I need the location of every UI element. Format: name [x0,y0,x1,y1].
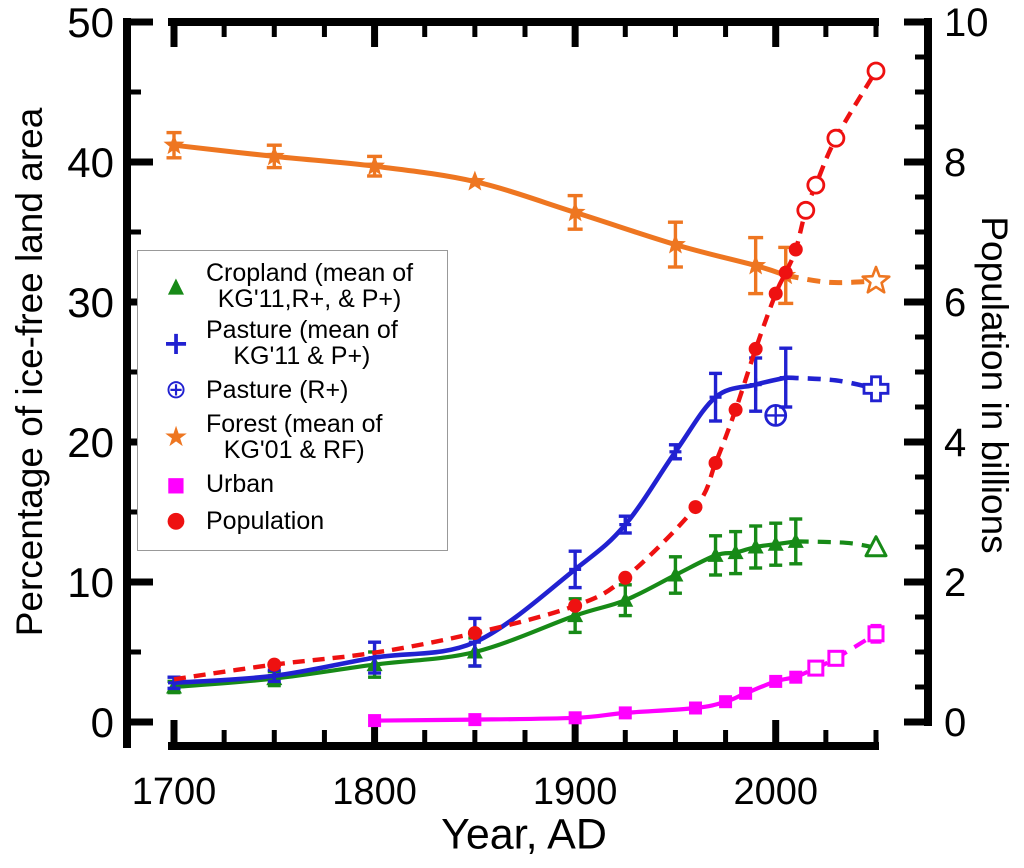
population-marker-icon [796,200,816,220]
left-tick-label: 30 [67,279,114,326]
forest-marker-icon [464,170,486,191]
series-population [173,61,886,682]
urban-marker-icon [807,659,825,677]
forest-marker-icon [745,254,767,275]
legend-item-forest: ★ Forest (mean of KG'01 & RF) [150,408,447,465]
cropland-triangle-icon: ▲ [167,273,185,297]
population-marker-icon [806,175,826,195]
pasture-projection-line [785,375,877,392]
forest-marker-icon [861,265,891,294]
legend-item-pasture: + Pasture (mean of KG'11 & P+) [150,314,447,371]
pasture-marker-icon [862,375,890,403]
population-marker-icon [568,598,583,613]
cropland-marker-icon [667,566,684,582]
population-marker-icon [467,626,482,641]
urban-marker-icon [867,625,885,643]
tick-labels: 0 10 20 30 40 50 0 2 4 6 8 10 1700 1800 1900 2000 [67,0,988,813]
legend: ▲ Cropland (mean of KG'11,R+, & P+) + Pas… [137,250,448,551]
forest-marker-icon [364,155,385,176]
left-tick-label: 10 [67,559,114,606]
axes [123,18,932,750]
urban-marker-icon [368,714,382,728]
population-marker-icon [866,61,886,81]
cropland-marker-icon [567,607,584,623]
urban-marker-icon [618,706,632,720]
cropland-marker-icon [727,544,744,560]
left-tick-label: 50 [67,0,114,46]
legend-item-label: Population [206,506,325,535]
cropland-marker-icon [767,535,784,551]
urban-line [372,675,798,723]
urban-marker-icon [568,711,582,725]
right-tick-label: 8 [944,141,966,185]
urban-marker-icon [769,674,783,688]
forest-star-icon: ★ [163,419,189,453]
bottom-tick-label: 1900 [533,771,618,813]
right-tick-label: 2 [944,561,966,605]
cropland-marker-icon [864,535,888,558]
x-axis-title: Year, AD [441,810,607,859]
urban-marker-icon [739,686,753,700]
right-tick-label: 0 [944,701,966,745]
population-marker-icon [778,265,793,280]
bottom-tick-label: 1800 [332,771,417,813]
cropland-line [171,539,798,690]
left-tick-label: 0 [91,699,114,746]
pasture-plus-icon: + [162,323,190,362]
urban-marker-icon [827,649,845,667]
right-axis-title: Population in billions [974,216,1015,554]
forest-marker-icon [564,201,586,222]
cropland-marker-icon [617,591,634,607]
population-marker-icon [688,500,703,515]
legend-item-label: Forest (mean of KG'01 & RF) [206,409,383,464]
cropland-marker-icon [787,532,804,548]
right-tick-label: 6 [944,281,966,325]
legend-item-population: ● Population [150,502,447,539]
bottom-tick-label: 1700 [132,771,217,813]
forest-marker-icon [263,145,285,166]
population-circle-icon: ● [166,507,186,533]
left-tick-label: 40 [67,139,114,186]
legend-item-label: Pasture (mean of KG'11 & P+) [206,315,398,370]
forest-projection-line [785,272,877,286]
urban-marker-icon [688,701,702,715]
urban-marker-icon [468,713,482,727]
bottom-tick-label: 2000 [733,771,818,813]
cropland-projection-line [795,539,877,550]
urban-marker-icon [719,695,733,709]
population-marker-icon [708,456,723,470]
left-axis-title: Percentage of ice-free land area [9,107,50,637]
right-tick-label: 10 [944,1,989,45]
series-pasture [167,346,890,691]
series-pasture_r [764,403,788,427]
legend-item-label: Pasture (R+) [206,375,349,404]
population-marker-icon [618,570,633,585]
population-marker-icon [748,341,763,356]
series-forest [163,130,891,306]
forest-marker-icon [163,134,185,155]
population-marker-icon [728,402,743,417]
right-tick-label: 4 [944,421,966,465]
population-marker-icon [768,286,783,301]
pasture-r-circleplus-icon: ⊕ [165,374,187,405]
legend-item-label: Urban [206,469,275,498]
urban-projection-line [794,632,878,680]
legend-item-label: Cropland (mean of KG'11,R+, & P+) [206,258,414,313]
urban-square-icon: ■ [166,471,186,496]
cropland-marker-icon [707,546,724,562]
urban-marker-icon [789,670,803,684]
forest-marker-icon [665,233,686,254]
series-urban [368,623,885,728]
population-marker-icon [788,242,803,257]
legend-item-pasture-r: ⊕ Pasture (R+) [150,371,447,408]
legend-item-urban: ■ Urban [150,465,447,502]
legend-item-cropland: ▲ Cropland (mean of KG'11,R+, & P+) [150,257,447,314]
population-marker-icon [826,128,846,148]
cropland-marker-icon [747,538,764,554]
left-tick-label: 20 [67,419,114,466]
population-marker-icon [267,657,282,672]
